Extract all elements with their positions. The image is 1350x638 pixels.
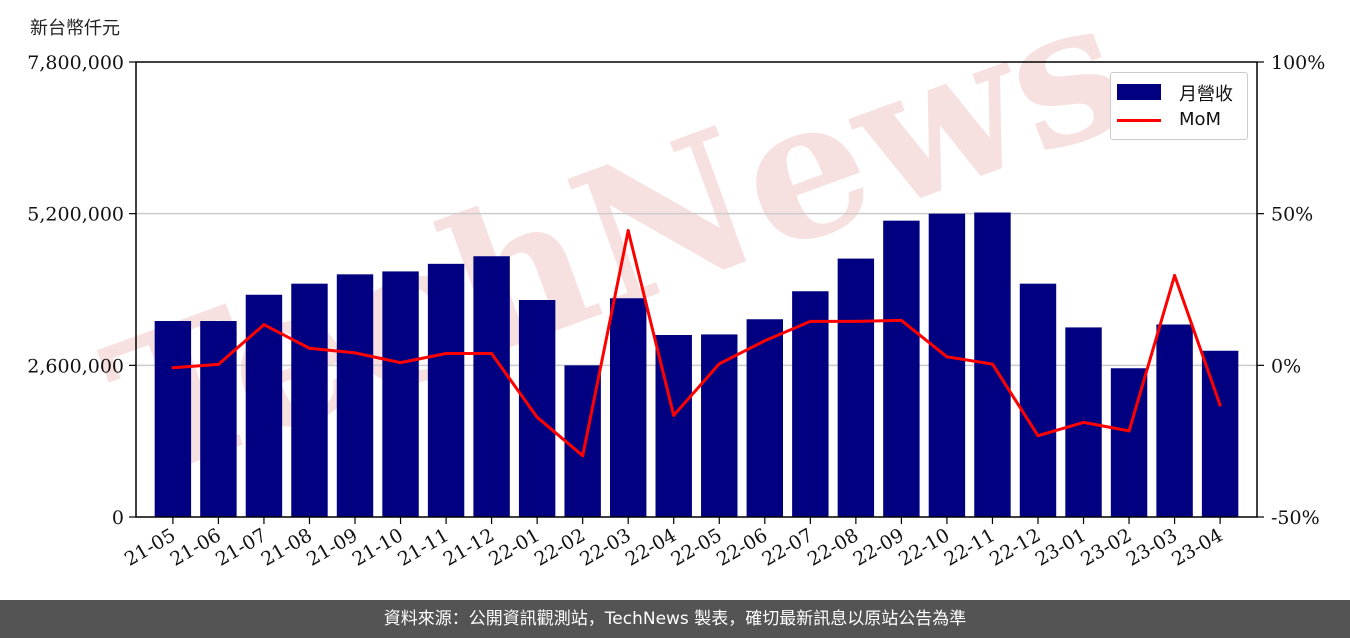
mom-point-22-07 bbox=[808, 319, 812, 323]
mom-point-21-11 bbox=[444, 352, 448, 356]
right-tick-label: 50% bbox=[1271, 204, 1313, 226]
left-tick-label: 2,600,000 bbox=[27, 355, 124, 377]
right-tick-label: 0% bbox=[1271, 355, 1301, 377]
x-tick-label-21-06: 21-06 bbox=[166, 524, 224, 570]
x-tick-label-21-07: 21-07 bbox=[212, 524, 270, 570]
legend-bar-swatch bbox=[1117, 84, 1161, 100]
bar-21-10 bbox=[382, 271, 419, 517]
bar-22-03 bbox=[609, 298, 647, 517]
bar-21-05 bbox=[154, 321, 192, 517]
mom-point-23-02 bbox=[1127, 429, 1131, 433]
mom-point-23-01 bbox=[1082, 420, 1086, 424]
bar-22-07 bbox=[792, 291, 829, 517]
x-tick-label-22-02: 22-02 bbox=[531, 524, 589, 570]
bar-22-10 bbox=[928, 213, 966, 517]
x-tick-label-23-04: 23-04 bbox=[1168, 524, 1226, 570]
x-tick-label-22-12: 22-12 bbox=[986, 524, 1044, 570]
left-tick-label: 7,800,000 bbox=[27, 52, 124, 74]
mom-point-22-09 bbox=[899, 318, 903, 322]
mom-point-22-08 bbox=[854, 319, 858, 323]
right-tick-label: -50% bbox=[1271, 507, 1320, 529]
x-tick-label-22-06: 22-06 bbox=[713, 524, 771, 570]
source-footer: 資料來源：公開資訊觀測站，TechNews 製表，確切最新訊息以原站公告為準 bbox=[0, 600, 1350, 638]
x-tick-label-22-07: 22-07 bbox=[758, 524, 816, 570]
x-tick-label-21-08: 21-08 bbox=[258, 524, 316, 570]
bar-21-07 bbox=[245, 294, 283, 517]
legend-label-mom: MoM bbox=[1179, 109, 1222, 130]
bar-22-08 bbox=[837, 258, 875, 517]
mom-point-21-09 bbox=[353, 351, 357, 355]
bar-21-09 bbox=[336, 274, 374, 517]
x-tick-label-21-12: 21-12 bbox=[440, 524, 498, 570]
mom-point-22-12 bbox=[1036, 434, 1040, 438]
x-tick-label-22-08: 22-08 bbox=[804, 524, 862, 570]
bar-21-11 bbox=[427, 263, 465, 517]
legend-item-mom: MoM bbox=[1117, 107, 1245, 131]
y-axis-unit-label: 新台幣仟元 bbox=[30, 18, 120, 39]
x-tick-label-23-03: 23-03 bbox=[1123, 524, 1181, 570]
left-tick-label: 0 bbox=[112, 507, 124, 529]
mom-point-21-08 bbox=[307, 346, 311, 350]
bar-22-05 bbox=[701, 334, 738, 517]
x-tick-label-23-01: 23-01 bbox=[1032, 524, 1090, 570]
mom-point-21-12 bbox=[490, 352, 494, 356]
mom-point-21-10 bbox=[399, 361, 403, 365]
mom-point-22-04 bbox=[672, 413, 676, 417]
x-tick-label-22-09: 22-09 bbox=[849, 524, 907, 570]
x-tick-label-21-09: 21-09 bbox=[303, 524, 361, 570]
mom-point-22-11 bbox=[990, 362, 994, 366]
x-tick-label-22-04: 22-04 bbox=[622, 524, 680, 570]
legend-item-revenue: 月營收 bbox=[1117, 78, 1245, 105]
bar-21-12 bbox=[473, 256, 510, 517]
bar-22-09 bbox=[883, 220, 920, 517]
left-tick-label: 5,200,000 bbox=[27, 204, 124, 226]
bar-22-01 bbox=[518, 300, 556, 517]
plot-frame bbox=[135, 61, 1258, 518]
x-tick-label-23-02: 23-02 bbox=[1077, 524, 1135, 570]
x-tick-label-22-03: 22-03 bbox=[576, 524, 634, 570]
x-tick-label-21-11: 21-11 bbox=[394, 524, 452, 570]
legend-label-revenue: 月營收 bbox=[1179, 84, 1233, 105]
x-tick-label-22-01: 22-01 bbox=[485, 524, 543, 570]
mom-point-21-07 bbox=[262, 323, 266, 327]
mom-point-22-01 bbox=[535, 415, 539, 419]
x-tick-label-21-05: 21-05 bbox=[121, 524, 179, 570]
legend: 月營收 MoM bbox=[1110, 72, 1248, 140]
mom-point-21-05 bbox=[171, 366, 175, 370]
mom-point-22-03 bbox=[626, 229, 630, 233]
mom-point-23-03 bbox=[1173, 274, 1177, 278]
mom-point-22-06 bbox=[763, 339, 767, 343]
chart-svg: TechNews02,600,0005,200,0007,800,000-50%… bbox=[27, 0, 1325, 571]
bar-23-03 bbox=[1156, 324, 1193, 517]
mom-point-22-02 bbox=[581, 454, 585, 458]
mom-point-22-10 bbox=[945, 355, 949, 359]
x-tick-label-22-05: 22-05 bbox=[667, 524, 725, 570]
bar-22-12 bbox=[1019, 283, 1057, 517]
mom-point-22-05 bbox=[717, 362, 721, 366]
mom-line bbox=[172, 229, 1222, 458]
mom-point-23-04 bbox=[1218, 403, 1222, 407]
bar-23-04 bbox=[1201, 350, 1239, 517]
bar-21-08 bbox=[291, 283, 328, 517]
legend-line-swatch bbox=[1117, 119, 1161, 122]
bar-21-06 bbox=[200, 321, 237, 517]
right-tick-label: 100% bbox=[1271, 52, 1325, 74]
chart-container: 新台幣仟元 TechNews 0 2,600,000 5,200,000 7,800,0… bbox=[27, 0, 1325, 571]
x-tick-label-22-11: 22-11 bbox=[941, 524, 999, 570]
x-tick-label-22-10: 22-10 bbox=[895, 524, 953, 570]
mom-point-21-06 bbox=[216, 362, 220, 366]
x-tick-label-21-10: 21-10 bbox=[349, 524, 407, 570]
bar-22-06 bbox=[746, 319, 784, 517]
